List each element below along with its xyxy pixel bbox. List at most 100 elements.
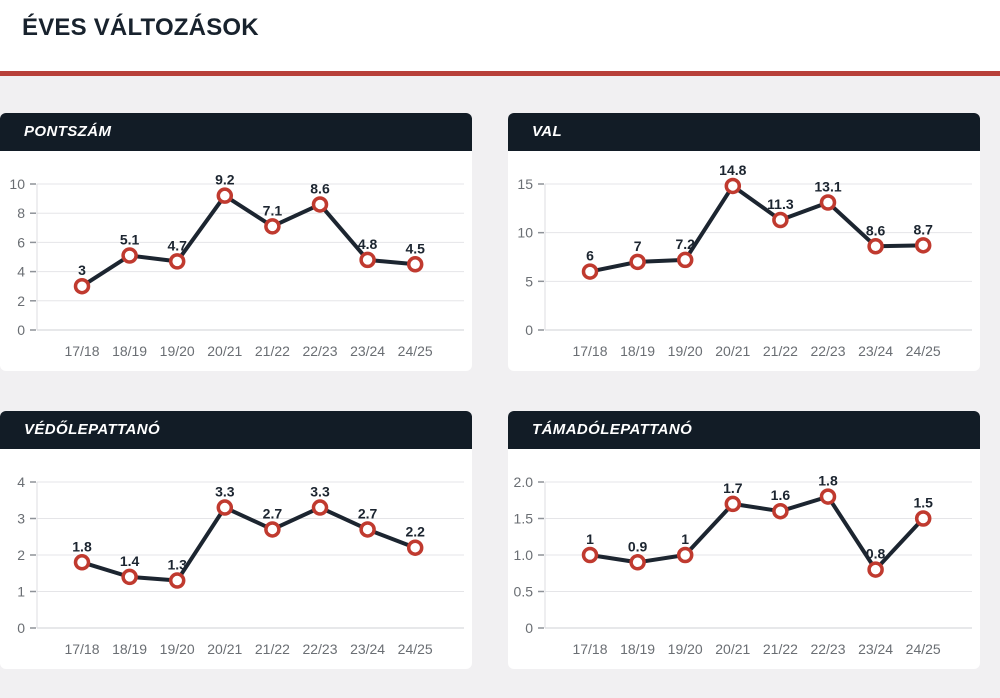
svg-text:19/20: 19/20 xyxy=(668,343,703,359)
panel-title: PONTSZÁM xyxy=(24,123,112,140)
svg-text:4.8: 4.8 xyxy=(358,236,378,252)
svg-text:6: 6 xyxy=(586,248,594,264)
svg-text:1.7: 1.7 xyxy=(723,480,743,496)
svg-text:4: 4 xyxy=(17,264,25,280)
page-header: ÉVES VÁLTOZÁSOK xyxy=(0,0,1000,71)
svg-text:23/24: 23/24 xyxy=(350,641,385,657)
svg-text:13.1: 13.1 xyxy=(814,178,841,194)
svg-text:7.1: 7.1 xyxy=(263,202,283,218)
panel-header: TÁMADÓLEPATTANÓ xyxy=(508,411,980,449)
svg-text:15: 15 xyxy=(517,176,533,192)
line-chart-vedolepattano: 0 1 2 3 4 17/18 18/19 19/20 20/21 21/22 22/23 23/24… xyxy=(17,474,464,657)
svg-text:7: 7 xyxy=(634,238,642,254)
svg-text:1: 1 xyxy=(681,531,689,547)
svg-text:24/25: 24/25 xyxy=(398,641,433,657)
svg-text:2.2: 2.2 xyxy=(405,524,425,540)
svg-text:1.0: 1.0 xyxy=(514,547,534,563)
svg-text:17/18: 17/18 xyxy=(572,641,607,657)
panel-title: VÉDŐLEPATTANÓ xyxy=(24,421,161,438)
svg-text:22/23: 22/23 xyxy=(302,343,337,359)
svg-text:1.3: 1.3 xyxy=(167,557,187,573)
svg-text:1.4: 1.4 xyxy=(120,553,140,569)
svg-text:1.8: 1.8 xyxy=(72,538,92,554)
svg-text:19/20: 19/20 xyxy=(160,641,195,657)
svg-text:17/18: 17/18 xyxy=(64,343,99,359)
panel-header: VÉDŐLEPATTANÓ xyxy=(0,411,472,449)
svg-text:17/18: 17/18 xyxy=(572,343,607,359)
svg-text:20/21: 20/21 xyxy=(207,641,242,657)
svg-text:21/22: 21/22 xyxy=(255,641,290,657)
svg-text:0.9: 0.9 xyxy=(628,538,648,554)
svg-text:19/20: 19/20 xyxy=(160,343,195,359)
svg-text:3.3: 3.3 xyxy=(310,484,330,500)
panel-title: TÁMADÓLEPATTANÓ xyxy=(532,421,693,438)
svg-text:21/22: 21/22 xyxy=(255,343,290,359)
svg-text:21/22: 21/22 xyxy=(763,641,798,657)
svg-text:19/20: 19/20 xyxy=(668,641,703,657)
svg-text:0.5: 0.5 xyxy=(514,584,534,600)
svg-text:2.7: 2.7 xyxy=(358,505,378,521)
svg-text:1.5: 1.5 xyxy=(913,495,933,511)
svg-text:18/19: 18/19 xyxy=(112,641,147,657)
svg-text:23/24: 23/24 xyxy=(858,343,893,359)
svg-text:23/24: 23/24 xyxy=(350,343,385,359)
svg-text:14.8: 14.8 xyxy=(719,162,746,178)
line-chart-pontszam: 0 2 4 6 8 10 17/18 18/19 19/20 20/21 21/22 22/23 23/… xyxy=(9,172,464,359)
svg-text:2: 2 xyxy=(17,293,25,309)
svg-text:18/19: 18/19 xyxy=(112,343,147,359)
svg-text:4: 4 xyxy=(17,474,25,490)
svg-text:5.1: 5.1 xyxy=(120,232,140,248)
svg-text:18/19: 18/19 xyxy=(620,641,655,657)
chart-panel-vedolepattano: VÉDŐLEPATTANÓ 0 1 2 3 4 17/18 18/19 19/20 20/21 2… xyxy=(0,411,472,669)
svg-text:20/21: 20/21 xyxy=(207,343,242,359)
svg-text:0.8: 0.8 xyxy=(866,546,886,562)
svg-text:22/23: 22/23 xyxy=(302,641,337,657)
accent-divider xyxy=(0,71,1000,76)
svg-text:3: 3 xyxy=(78,262,86,278)
svg-text:1: 1 xyxy=(17,584,25,600)
svg-text:1.8: 1.8 xyxy=(818,473,838,489)
svg-text:17/18: 17/18 xyxy=(64,641,99,657)
svg-text:10: 10 xyxy=(517,225,533,241)
svg-text:11.3: 11.3 xyxy=(767,196,794,212)
page-title: ÉVES VÁLTOZÁSOK xyxy=(22,14,259,41)
panel-header: VAL xyxy=(508,113,980,151)
svg-text:6: 6 xyxy=(17,234,25,250)
svg-text:1: 1 xyxy=(586,531,594,547)
svg-text:4.5: 4.5 xyxy=(405,240,425,256)
svg-text:9.2: 9.2 xyxy=(215,172,235,188)
svg-text:24/25: 24/25 xyxy=(906,641,941,657)
svg-text:1.5: 1.5 xyxy=(514,511,534,527)
svg-text:8.6: 8.6 xyxy=(866,222,886,238)
svg-text:3.3: 3.3 xyxy=(215,484,235,500)
svg-text:24/25: 24/25 xyxy=(906,343,941,359)
svg-text:0: 0 xyxy=(17,322,25,338)
svg-text:5: 5 xyxy=(525,273,533,289)
svg-text:10: 10 xyxy=(9,176,25,192)
panel-body: 0 5 10 15 17/18 18/19 19/20 20/21 21/22 22/23 23/2… xyxy=(508,151,980,371)
svg-text:18/19: 18/19 xyxy=(620,343,655,359)
svg-text:8.6: 8.6 xyxy=(310,180,330,196)
svg-text:0: 0 xyxy=(525,620,533,636)
svg-text:20/21: 20/21 xyxy=(715,641,750,657)
panel-body: 0 2 4 6 8 10 17/18 18/19 19/20 20/21 21/22 22/23 23/… xyxy=(0,151,472,371)
svg-text:23/24: 23/24 xyxy=(858,641,893,657)
svg-text:21/22: 21/22 xyxy=(763,343,798,359)
svg-text:22/23: 22/23 xyxy=(810,641,845,657)
chart-panel-tamadolepattano: TÁMADÓLEPATTANÓ 0 0.5 1.0 1.5 2.0 17/18 18/19 1… xyxy=(508,411,980,669)
line-chart-tamadolepattano: 0 0.5 1.0 1.5 2.0 17/18 18/19 19/20 20/21 21/22 22… xyxy=(514,473,972,657)
svg-text:0: 0 xyxy=(17,620,25,636)
svg-text:2: 2 xyxy=(17,547,25,563)
panel-header: PONTSZÁM xyxy=(0,113,472,151)
panel-body: 0 0.5 1.0 1.5 2.0 17/18 18/19 19/20 20/21 21/22 22… xyxy=(508,449,980,669)
line-chart-val: 0 5 10 15 17/18 18/19 19/20 20/21 21/22 22/23 23/2… xyxy=(517,162,972,359)
svg-text:8.7: 8.7 xyxy=(913,221,933,237)
svg-text:24/25: 24/25 xyxy=(398,343,433,359)
svg-text:8: 8 xyxy=(17,205,25,221)
svg-text:22/23: 22/23 xyxy=(810,343,845,359)
svg-text:3: 3 xyxy=(17,511,25,527)
svg-text:7.2: 7.2 xyxy=(675,236,695,252)
svg-text:4.7: 4.7 xyxy=(167,237,187,253)
svg-text:2.0: 2.0 xyxy=(514,474,534,490)
